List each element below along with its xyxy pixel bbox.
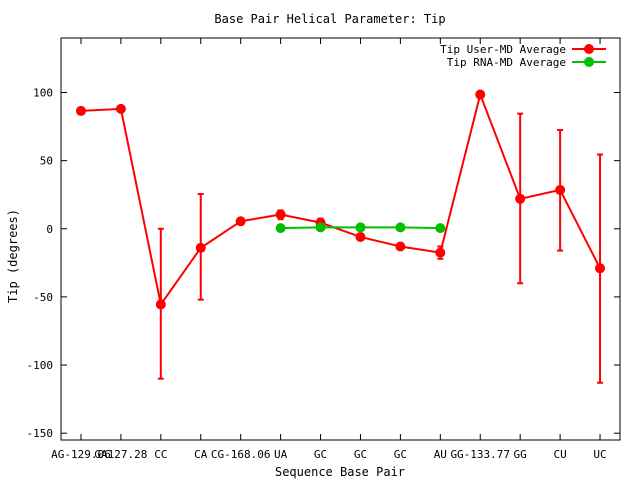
x-tick-label: CA [194,448,208,461]
y-tick-label: -50 [33,291,53,304]
series-2 [275,222,446,234]
legend-label: Tip User-MD Average [440,43,566,56]
x-tick-label: GG [514,448,527,461]
data-point [275,209,286,220]
plot-frame [60,37,621,441]
data-point [435,223,446,234]
y-axis-label: Tip (degrees) [6,209,20,303]
x-tick-label: CG-168.06 [211,448,271,461]
legend-marker [584,57,594,67]
x-tick-label: CU [553,448,566,461]
data-point [555,184,566,195]
x-tick-label: AG-129.06 [51,448,111,461]
data-point [395,222,406,233]
chart-title: Base Pair Helical Parameter: Tip [214,12,445,26]
data-point [75,105,86,116]
series-1 [75,89,606,384]
x-axis-label: Sequence Base Pair [275,465,405,479]
series-line [80,91,601,307]
y-tick-label: 0 [46,223,53,236]
x-tick-label: GC [394,448,407,461]
data-point [155,299,166,310]
x-tick-label: GG-133.77 [450,448,510,461]
series-layer [75,89,606,384]
data-point [355,222,366,233]
y-tick-label: 50 [40,155,53,168]
data-point [515,193,526,204]
x-tick-label: GA127.28 [94,448,147,461]
data-point [195,242,206,253]
x-tick-label: CC [154,448,167,461]
data-point [275,223,286,234]
legend-label: Tip RNA-MD Average [447,56,566,69]
x-tick-label: UA [274,448,288,461]
data-point [355,231,366,242]
x-tick-label: UC [593,448,606,461]
y-tick-label: 100 [33,87,53,100]
data-point [235,216,246,227]
y-tick-label: -100 [27,359,54,372]
data-point [595,263,606,274]
data-point [315,222,326,233]
data-point [475,89,486,100]
data-point [435,247,446,258]
x-tick-label: GC [314,448,327,461]
x-tick-label: GC [354,448,367,461]
y-tick-label: -150 [27,427,54,440]
data-point [395,241,406,252]
legend-marker [584,44,594,54]
data-point [115,103,126,114]
x-tick-label: AU [434,448,447,461]
